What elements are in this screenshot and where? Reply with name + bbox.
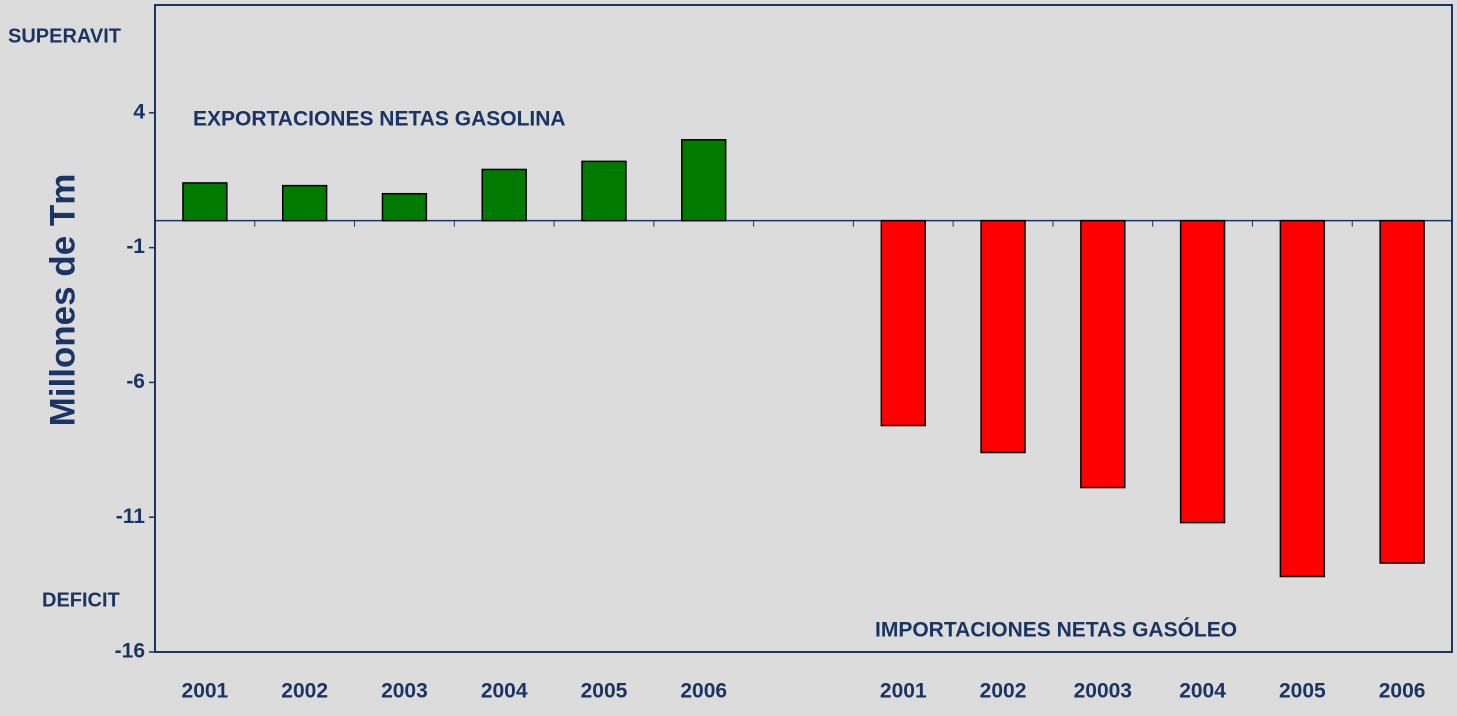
bar: [182, 182, 228, 222]
bar: [381, 192, 428, 222]
x-tick-label: 2006: [1379, 680, 1426, 703]
y-tick-label: -1: [126, 235, 145, 258]
bar: [1179, 219, 1226, 524]
x-tick-label: 2002: [980, 680, 1027, 703]
bar: [980, 219, 1026, 454]
x-tick-label: 2004: [481, 680, 528, 703]
series-label: IMPORTACIONES NETAS GASÓLEO: [875, 618, 1237, 642]
bar: [281, 184, 328, 222]
y-tick-label: -16: [115, 640, 145, 663]
bar: [880, 219, 926, 427]
y-tick-label: 4: [133, 100, 145, 123]
annotation: DEFICIT: [42, 589, 120, 611]
annotation: SUPERAVIT: [8, 25, 121, 47]
bar: [581, 160, 627, 222]
bar: [1279, 219, 1326, 578]
x-tick-label: 2004: [1179, 680, 1226, 703]
y-axis-label: Millones de Tm: [43, 174, 82, 427]
y-tick-label: -6: [126, 370, 145, 393]
x-tick-label: 2001: [880, 680, 927, 703]
x-tick-label: 2005: [581, 680, 628, 703]
bar: [1379, 219, 1425, 564]
x-tick-label: 2006: [680, 680, 727, 703]
x-tick-label: 2003: [381, 680, 428, 703]
plot-frame: [154, 4, 1453, 653]
series-label: EXPORTACIONES NETAS GASOLINA: [193, 108, 566, 131]
y-tick-label: -11: [116, 505, 146, 528]
bar: [1080, 219, 1126, 489]
x-tick-label: 2001: [182, 680, 229, 703]
bar: [681, 139, 727, 222]
x-tick-label: 2002: [281, 680, 328, 703]
bar: [481, 168, 527, 222]
x-tick-label: 2005: [1279, 680, 1326, 703]
x-tick-label: 20003: [1074, 680, 1132, 703]
